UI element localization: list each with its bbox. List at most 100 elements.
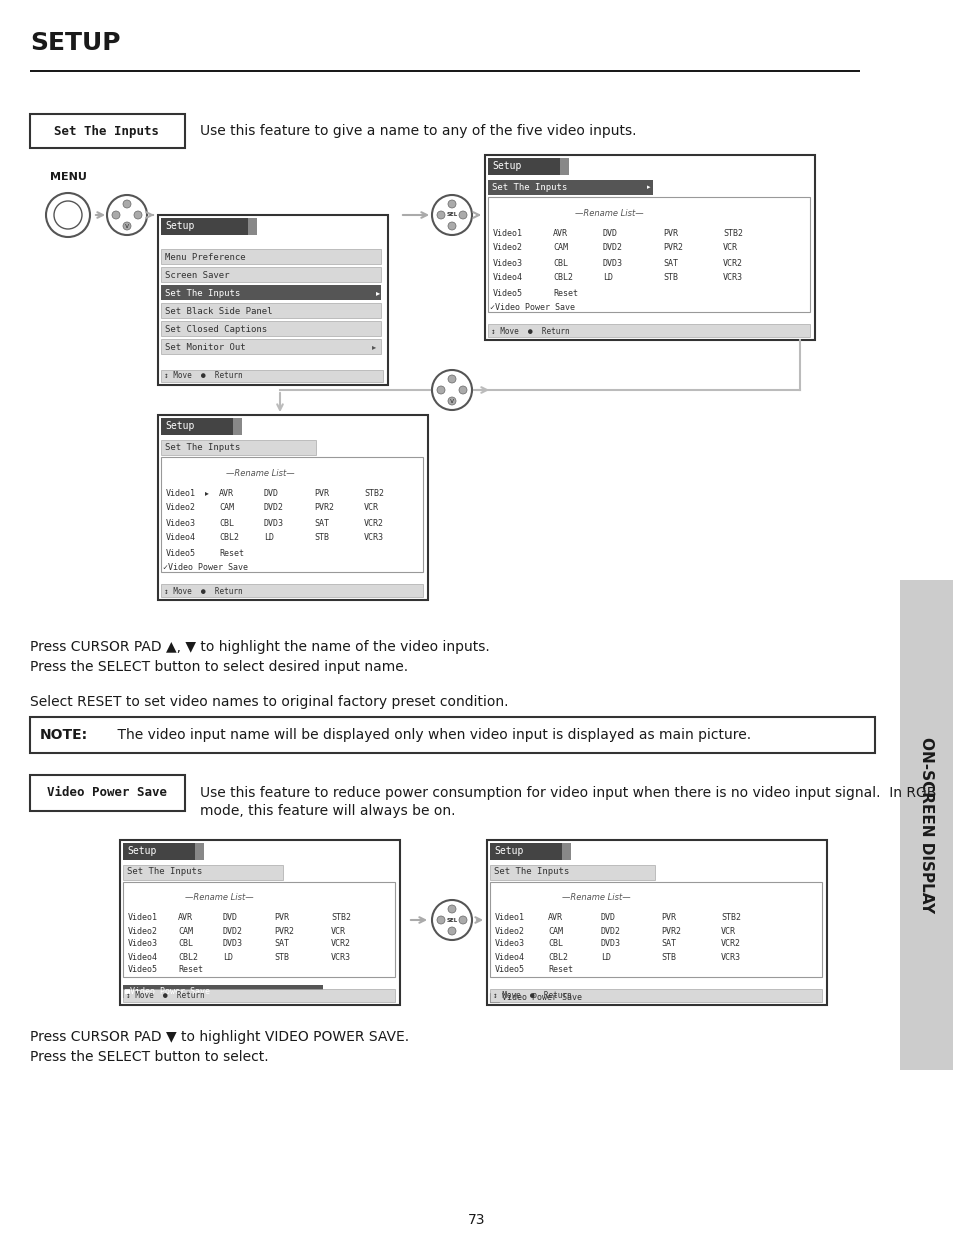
Bar <box>161 285 380 300</box>
Bar <box>490 882 821 977</box>
Circle shape <box>537 941 545 947</box>
Text: VCR2: VCR2 <box>331 940 351 948</box>
Text: STB2: STB2 <box>331 914 351 923</box>
Bar <box>123 882 395 977</box>
Circle shape <box>651 914 658 921</box>
Bar <box>123 844 198 860</box>
Text: Video1: Video1 <box>166 489 195 498</box>
Text: AVR: AVR <box>178 914 193 923</box>
Text: Setup: Setup <box>127 846 156 856</box>
Bar <box>30 114 185 148</box>
Text: ↕ Move  ●  Return: ↕ Move ● Return <box>164 587 242 595</box>
Text: DVD3: DVD3 <box>602 258 622 268</box>
Text: Press the SELECT button to select.: Press the SELECT button to select. <box>30 1050 269 1065</box>
Text: CBL2: CBL2 <box>553 273 573 283</box>
Text: VCR: VCR <box>364 504 378 513</box>
Bar <box>490 989 821 1002</box>
Circle shape <box>254 505 261 511</box>
Circle shape <box>321 953 328 961</box>
Circle shape <box>436 387 444 394</box>
Text: Set Monitor Out: Set Monitor Out <box>165 342 245 352</box>
Text: PVR2: PVR2 <box>660 926 680 935</box>
Circle shape <box>448 200 456 207</box>
Bar <box>158 215 388 385</box>
Text: Video Power Save: Video Power Save <box>501 993 581 1003</box>
Circle shape <box>711 927 718 935</box>
Circle shape <box>593 245 599 252</box>
Text: Video4: Video4 <box>128 952 158 962</box>
Circle shape <box>448 927 456 935</box>
Text: DVD2: DVD2 <box>264 504 284 513</box>
Text: PVR2: PVR2 <box>274 926 294 935</box>
Circle shape <box>210 489 216 496</box>
Text: CAM: CAM <box>178 926 193 935</box>
Text: Press the SELECT button to select desired input name.: Press the SELECT button to select desire… <box>30 659 408 674</box>
Circle shape <box>543 259 550 267</box>
Text: —Rename List—: —Rename List— <box>185 893 253 903</box>
Bar <box>488 180 652 195</box>
Text: ↕ Move  ●  Return: ↕ Move ● Return <box>491 326 569 336</box>
Text: VCR3: VCR3 <box>722 273 742 283</box>
Circle shape <box>254 520 261 526</box>
Bar <box>490 993 498 1002</box>
Text: VCR: VCR <box>331 926 346 935</box>
Text: Video1: Video1 <box>128 914 158 923</box>
Text: DVD: DVD <box>600 914 616 923</box>
Circle shape <box>213 927 220 935</box>
Circle shape <box>133 211 142 219</box>
Circle shape <box>436 916 444 924</box>
Bar <box>161 370 382 382</box>
Text: PVR2: PVR2 <box>662 243 682 252</box>
Text: PVR: PVR <box>662 228 678 237</box>
Circle shape <box>304 535 312 541</box>
Text: SAT: SAT <box>314 519 329 527</box>
Text: Video2: Video2 <box>166 504 195 513</box>
Text: ↕ Move  ●  Return: ↕ Move ● Return <box>126 992 204 1000</box>
Bar <box>30 718 874 753</box>
Circle shape <box>355 489 361 496</box>
Circle shape <box>123 200 131 207</box>
Text: AVR: AVR <box>547 914 562 923</box>
Text: Video Power Save: Video Power Save <box>47 787 167 799</box>
Text: PVR2: PVR2 <box>314 504 334 513</box>
Circle shape <box>304 520 312 526</box>
Bar <box>561 844 571 860</box>
Circle shape <box>264 914 272 921</box>
Bar <box>488 198 809 312</box>
Text: ■Video Power Save: ■Video Power Save <box>125 987 210 995</box>
Circle shape <box>432 195 472 235</box>
Text: VCR2: VCR2 <box>720 940 740 948</box>
Circle shape <box>448 222 456 230</box>
Text: CAM: CAM <box>547 926 562 935</box>
Text: Video4: Video4 <box>495 952 524 962</box>
Text: Set The Inputs: Set The Inputs <box>54 125 159 137</box>
Circle shape <box>304 505 312 511</box>
Circle shape <box>210 535 216 541</box>
Text: MENU: MENU <box>50 172 87 182</box>
Text: ▸: ▸ <box>372 342 375 352</box>
Text: DVD3: DVD3 <box>600 940 620 948</box>
Bar <box>120 840 399 1005</box>
Circle shape <box>543 274 550 282</box>
Bar <box>233 417 242 435</box>
Text: Setup: Setup <box>165 421 194 431</box>
Circle shape <box>591 941 598 947</box>
Bar <box>161 457 422 572</box>
Text: ON-SCREEN DISPLAY: ON-SCREEN DISPLAY <box>919 737 934 913</box>
Circle shape <box>264 927 272 935</box>
Text: Video3: Video3 <box>495 940 524 948</box>
Bar <box>194 844 204 860</box>
Text: STB: STB <box>662 273 678 283</box>
Text: Set The Inputs: Set The Inputs <box>492 183 567 191</box>
Bar <box>490 864 655 881</box>
Circle shape <box>537 967 545 973</box>
Bar <box>161 303 380 317</box>
Text: ▸: ▸ <box>646 184 650 190</box>
Circle shape <box>537 953 545 961</box>
Circle shape <box>321 914 328 921</box>
Circle shape <box>210 505 216 511</box>
Circle shape <box>651 941 658 947</box>
Circle shape <box>169 914 175 921</box>
Bar <box>161 249 380 264</box>
Text: Setup: Setup <box>494 846 523 856</box>
